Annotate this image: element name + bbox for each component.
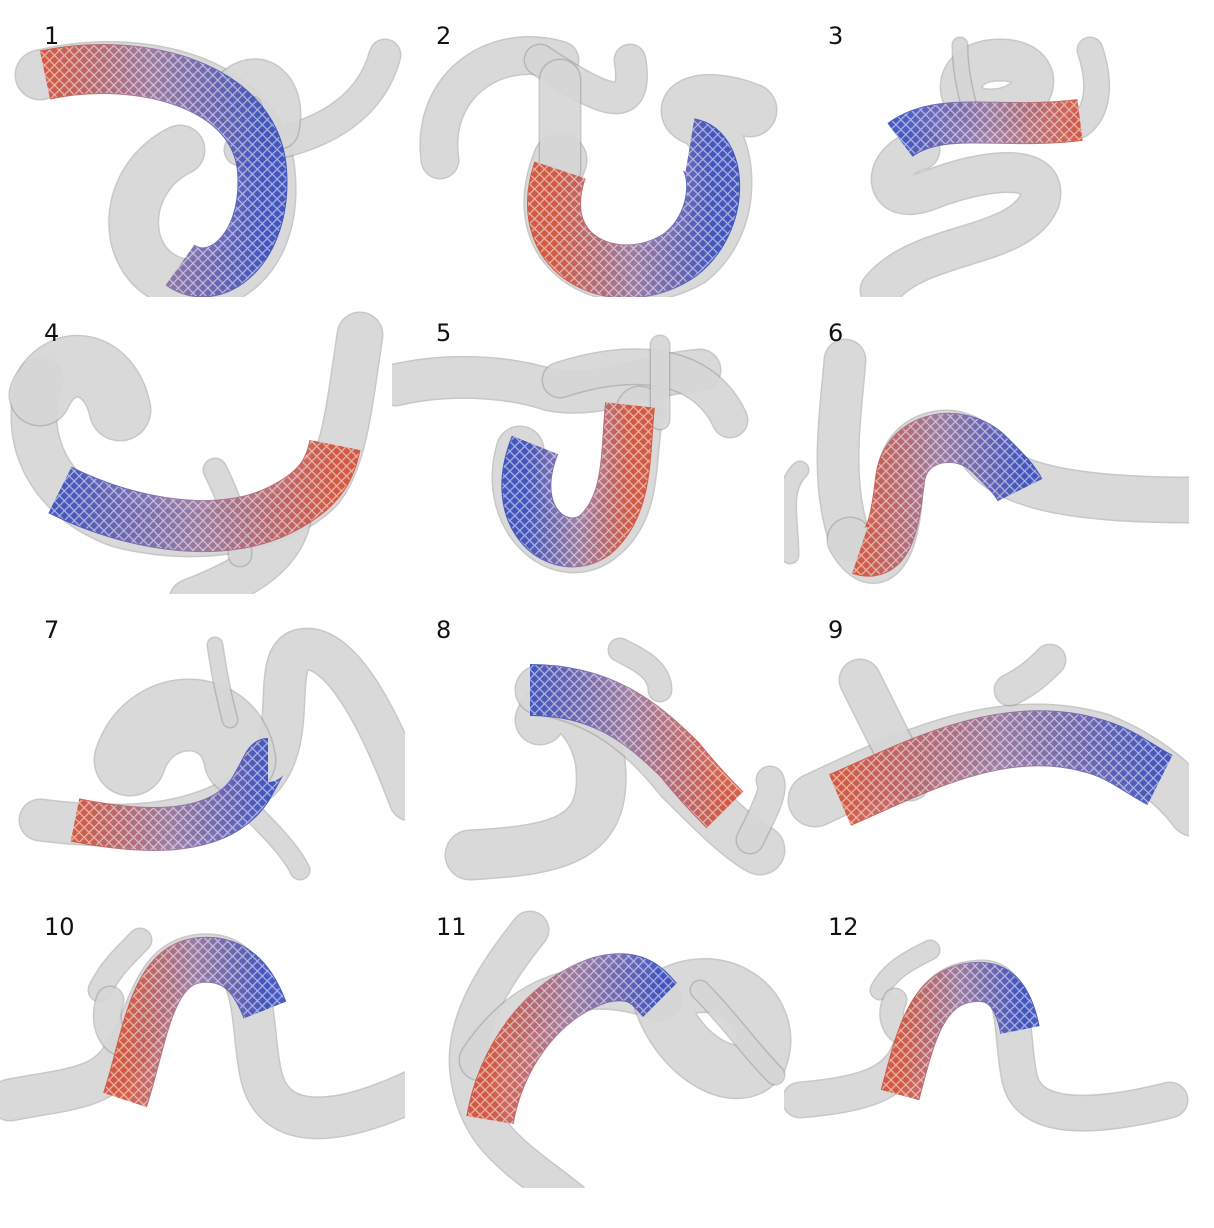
vessel-tube — [818, 340, 870, 560]
panel-label: 1 — [44, 22, 60, 50]
panel-12: 12 — [784, 891, 1189, 1188]
vessel-tube — [212, 59, 300, 148]
stent-wire-pattern — [881, 962, 1039, 1100]
vessel-stent-render-10 — [0, 927, 405, 1140]
vessel-tube — [95, 680, 275, 795]
stent-wire-pattern — [467, 954, 677, 1125]
vessel-tube — [10, 336, 150, 440]
panel-5: 5 — [392, 297, 797, 594]
vessel-stent-render-12 — [784, 939, 1189, 1132]
vessel-tube — [784, 462, 808, 563]
panel-label: 10 — [44, 913, 75, 941]
panel-label: 6 — [828, 319, 844, 347]
vessel-stent-render-1 — [14, 38, 402, 297]
vessel-stent-render-11 — [448, 910, 792, 1188]
panel-3: 3 — [784, 0, 1189, 297]
panel-label: 4 — [44, 319, 60, 347]
panel-label: 7 — [44, 616, 60, 644]
panel-6: 6 — [784, 297, 1189, 594]
panel-10: 10 — [0, 891, 405, 1188]
vessel-tube — [609, 639, 671, 701]
stent-wire-pattern — [70, 739, 284, 850]
panel-label: 11 — [436, 913, 467, 941]
stent-wire-pattern — [48, 439, 360, 552]
vessel-stent-render-7 — [18, 627, 405, 881]
vessel-tube — [861, 131, 1060, 297]
panel-1: 1 — [0, 0, 405, 297]
stent-wire-pattern — [829, 711, 1173, 825]
vessel-stent-render-2 — [419, 36, 778, 297]
vessel-tube — [89, 929, 151, 1001]
panel-2: 2 — [392, 0, 797, 297]
stent-wire-pattern — [104, 937, 286, 1107]
vessel-stent-render-4 — [8, 311, 384, 594]
stent-wire-pattern — [502, 402, 654, 567]
stent-wire-pattern — [40, 45, 287, 297]
panel-4: 4 — [0, 297, 405, 594]
vessel-stent-render-5 — [392, 334, 749, 574]
vessel-stent-render-8 — [444, 637, 786, 881]
vessel-stent-render-3 — [859, 36, 1111, 297]
panel-11: 11 — [392, 891, 797, 1188]
vessel-tube — [691, 981, 784, 1084]
vessel-tube — [241, 801, 309, 879]
stent-wire-pattern — [888, 100, 1083, 157]
vessel-tube — [737, 767, 785, 853]
panel-label: 2 — [436, 22, 452, 50]
panel-label: 12 — [828, 913, 859, 941]
stent-wire-pattern — [529, 665, 743, 828]
vessel-stent-render-6 — [784, 338, 1189, 584]
panel-label: 3 — [828, 22, 844, 50]
vessel-tube — [1068, 38, 1109, 137]
panel-7: 7 — [0, 594, 405, 891]
vessel-tube — [208, 638, 237, 727]
stent-wire-pattern — [528, 119, 740, 297]
stent-wire-pattern — [852, 413, 1042, 576]
vessel-tube — [871, 941, 939, 999]
vessel-tube — [995, 645, 1065, 705]
vessel-tube — [450, 912, 584, 1188]
panel-label: 5 — [436, 319, 452, 347]
panel-9: 9 — [784, 594, 1189, 891]
panel-8: 8 — [392, 594, 797, 891]
panel-label: 9 — [828, 616, 844, 644]
vessel-stent-render-9 — [787, 643, 1189, 837]
panel-label: 8 — [436, 616, 452, 644]
